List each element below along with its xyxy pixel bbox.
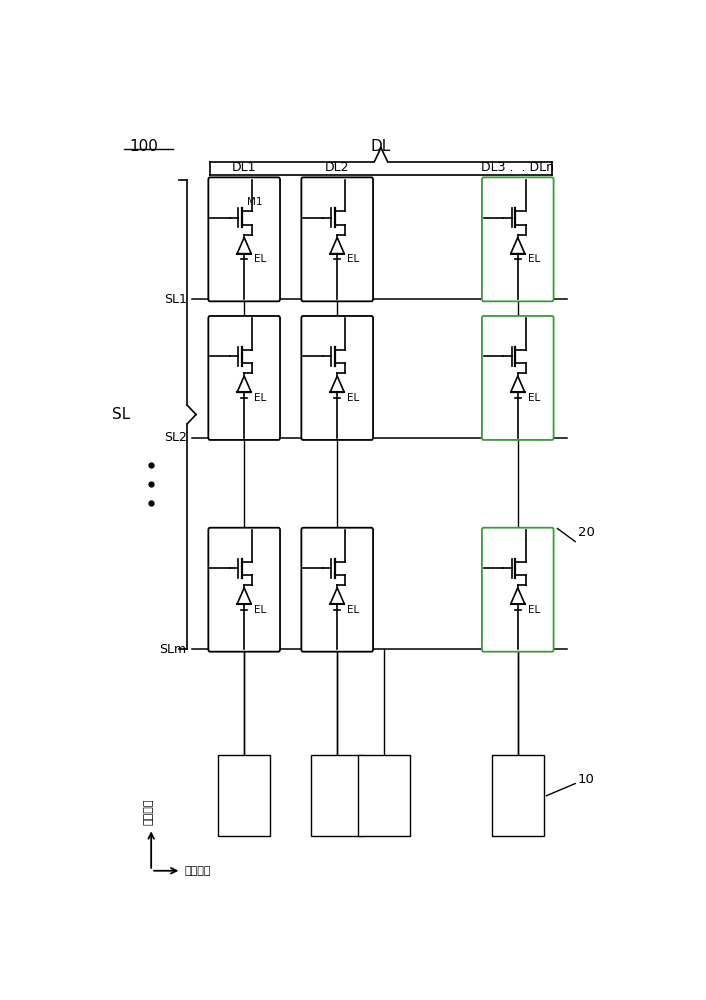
Text: DL2: DL2 (325, 161, 349, 174)
Text: DL1: DL1 (232, 161, 256, 174)
Text: EL: EL (254, 254, 266, 264)
Text: EL: EL (347, 605, 359, 615)
FancyBboxPatch shape (301, 177, 373, 301)
Text: SL: SL (112, 407, 130, 422)
FancyBboxPatch shape (482, 316, 554, 440)
Text: SLm: SLm (160, 643, 186, 656)
FancyBboxPatch shape (208, 528, 280, 652)
Text: 10: 10 (578, 773, 595, 786)
Text: EL: EL (527, 393, 540, 403)
Text: DL: DL (371, 139, 391, 154)
FancyBboxPatch shape (301, 528, 373, 652)
Text: EL: EL (254, 605, 266, 615)
Text: M1: M1 (247, 197, 263, 207)
Text: DL3 .  . DLn: DL3 . . DLn (481, 161, 554, 174)
Text: 100: 100 (129, 139, 158, 154)
Text: EL: EL (254, 393, 266, 403)
Bar (218, 755, 270, 836)
Text: EL: EL (347, 393, 359, 403)
FancyBboxPatch shape (208, 177, 280, 301)
Bar (492, 755, 544, 836)
Text: EL: EL (527, 605, 540, 615)
Text: SL1: SL1 (164, 293, 186, 306)
Text: SL2: SL2 (164, 431, 186, 444)
Text: 20: 20 (578, 526, 595, 539)
Text: 第一方向: 第一方向 (184, 866, 210, 876)
FancyBboxPatch shape (301, 316, 373, 440)
Text: EL: EL (527, 254, 540, 264)
Text: EL: EL (347, 254, 359, 264)
Bar (311, 755, 363, 836)
FancyBboxPatch shape (482, 177, 554, 301)
FancyBboxPatch shape (482, 528, 554, 652)
Text: 第二方向: 第二方向 (143, 799, 153, 825)
Bar (358, 755, 409, 836)
FancyBboxPatch shape (208, 316, 280, 440)
